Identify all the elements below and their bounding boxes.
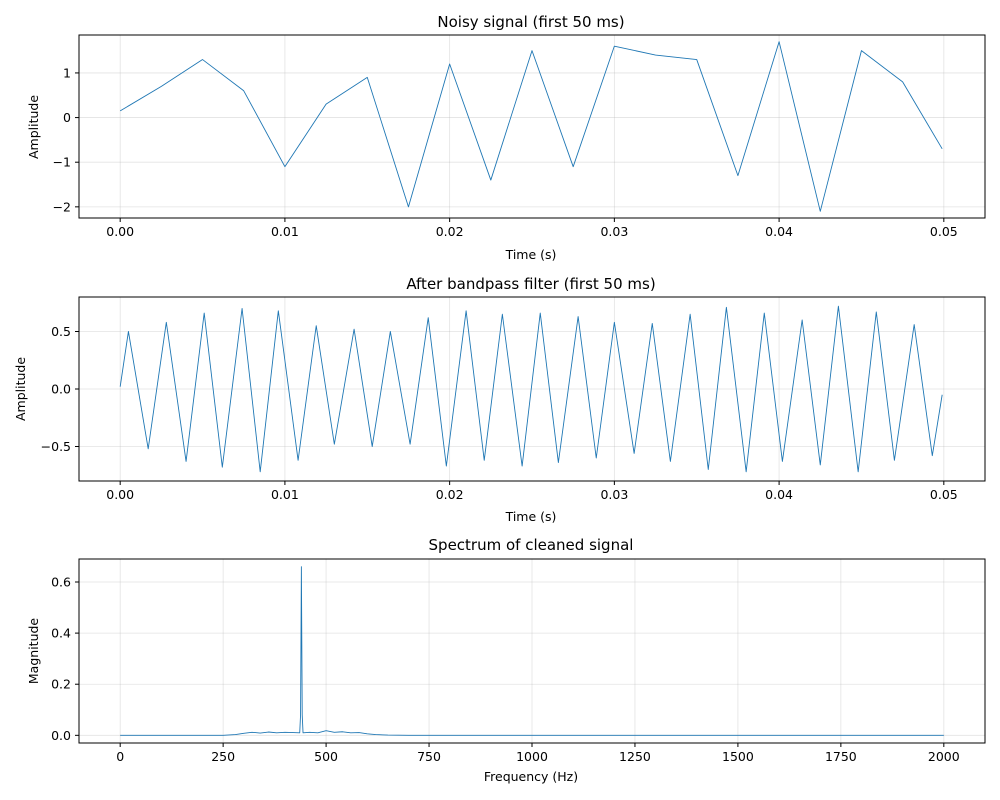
x-tick-label: 2000	[928, 749, 960, 764]
panel-spectrum: Spectrum of cleaned signal Frequency (Hz…	[26, 536, 986, 784]
x-axis-label: Frequency (Hz)	[484, 769, 578, 784]
y-tick-label: 0.0	[51, 382, 71, 397]
y-tick-label: 0.0	[51, 728, 71, 743]
series-line	[119, 305, 943, 473]
grid	[79, 559, 985, 743]
y-tick-label: 0	[63, 110, 71, 125]
y-tick-label: 1	[63, 65, 71, 80]
panel-noisy-signal: Noisy signal (first 50 ms) Time (s) Ampl…	[26, 13, 986, 262]
x-axis-label: Time (s)	[505, 247, 557, 262]
y-axis-label: Amplitude	[26, 95, 41, 159]
x-tick-label: 500	[314, 749, 338, 764]
y-axis-label: Amplitude	[13, 357, 28, 421]
x-axis-label: Time (s)	[505, 509, 557, 524]
panel-title: Noisy signal (first 50 ms)	[437, 13, 624, 31]
plot-frame	[78, 34, 986, 219]
x-tick-label: 0.03	[600, 224, 628, 239]
x-tick-label: 0.02	[436, 487, 464, 502]
x-tick-label: 0.04	[765, 224, 793, 239]
grid	[79, 35, 985, 218]
panel-title: After bandpass filter (first 50 ms)	[406, 275, 655, 293]
y-tick-label: 0.2	[51, 677, 71, 692]
series-line	[119, 41, 943, 212]
x-tick-label: 0.05	[930, 224, 958, 239]
grid	[79, 297, 985, 481]
x-tick-label: 1250	[619, 749, 651, 764]
y-tick-label: 0.5	[51, 324, 71, 339]
y-tick-label: 0.6	[51, 575, 71, 590]
x-tick-label: 1500	[722, 749, 754, 764]
x-tick-label: 0.01	[271, 487, 299, 502]
panel-bandpass-filtered: After bandpass filter (first 50 ms) Time…	[13, 275, 986, 524]
x-tick-label: 0.03	[600, 487, 628, 502]
x-tick-label: 1000	[516, 749, 548, 764]
x-tick-label: 0.05	[930, 487, 958, 502]
x-tick-label: 0.04	[765, 487, 793, 502]
panel-title: Spectrum of cleaned signal	[429, 536, 634, 554]
x-tick-label: 1750	[825, 749, 857, 764]
y-tick-label: 0.4	[51, 626, 71, 641]
x-tick-label: 0.00	[106, 224, 134, 239]
x-tick-label: 750	[417, 749, 441, 764]
x-tick-label: 0.00	[106, 487, 134, 502]
x-tick-label: 0.02	[436, 224, 464, 239]
x-tick-label: 250	[211, 749, 235, 764]
x-tick-label: 0	[116, 749, 124, 764]
series-line	[120, 566, 944, 736]
y-tick-label: −0.5	[41, 439, 71, 454]
y-axis-label: Magnitude	[26, 618, 41, 685]
y-tick-label: −1	[53, 155, 71, 170]
y-tick-label: −2	[53, 199, 71, 214]
x-tick-label: 0.01	[271, 224, 299, 239]
